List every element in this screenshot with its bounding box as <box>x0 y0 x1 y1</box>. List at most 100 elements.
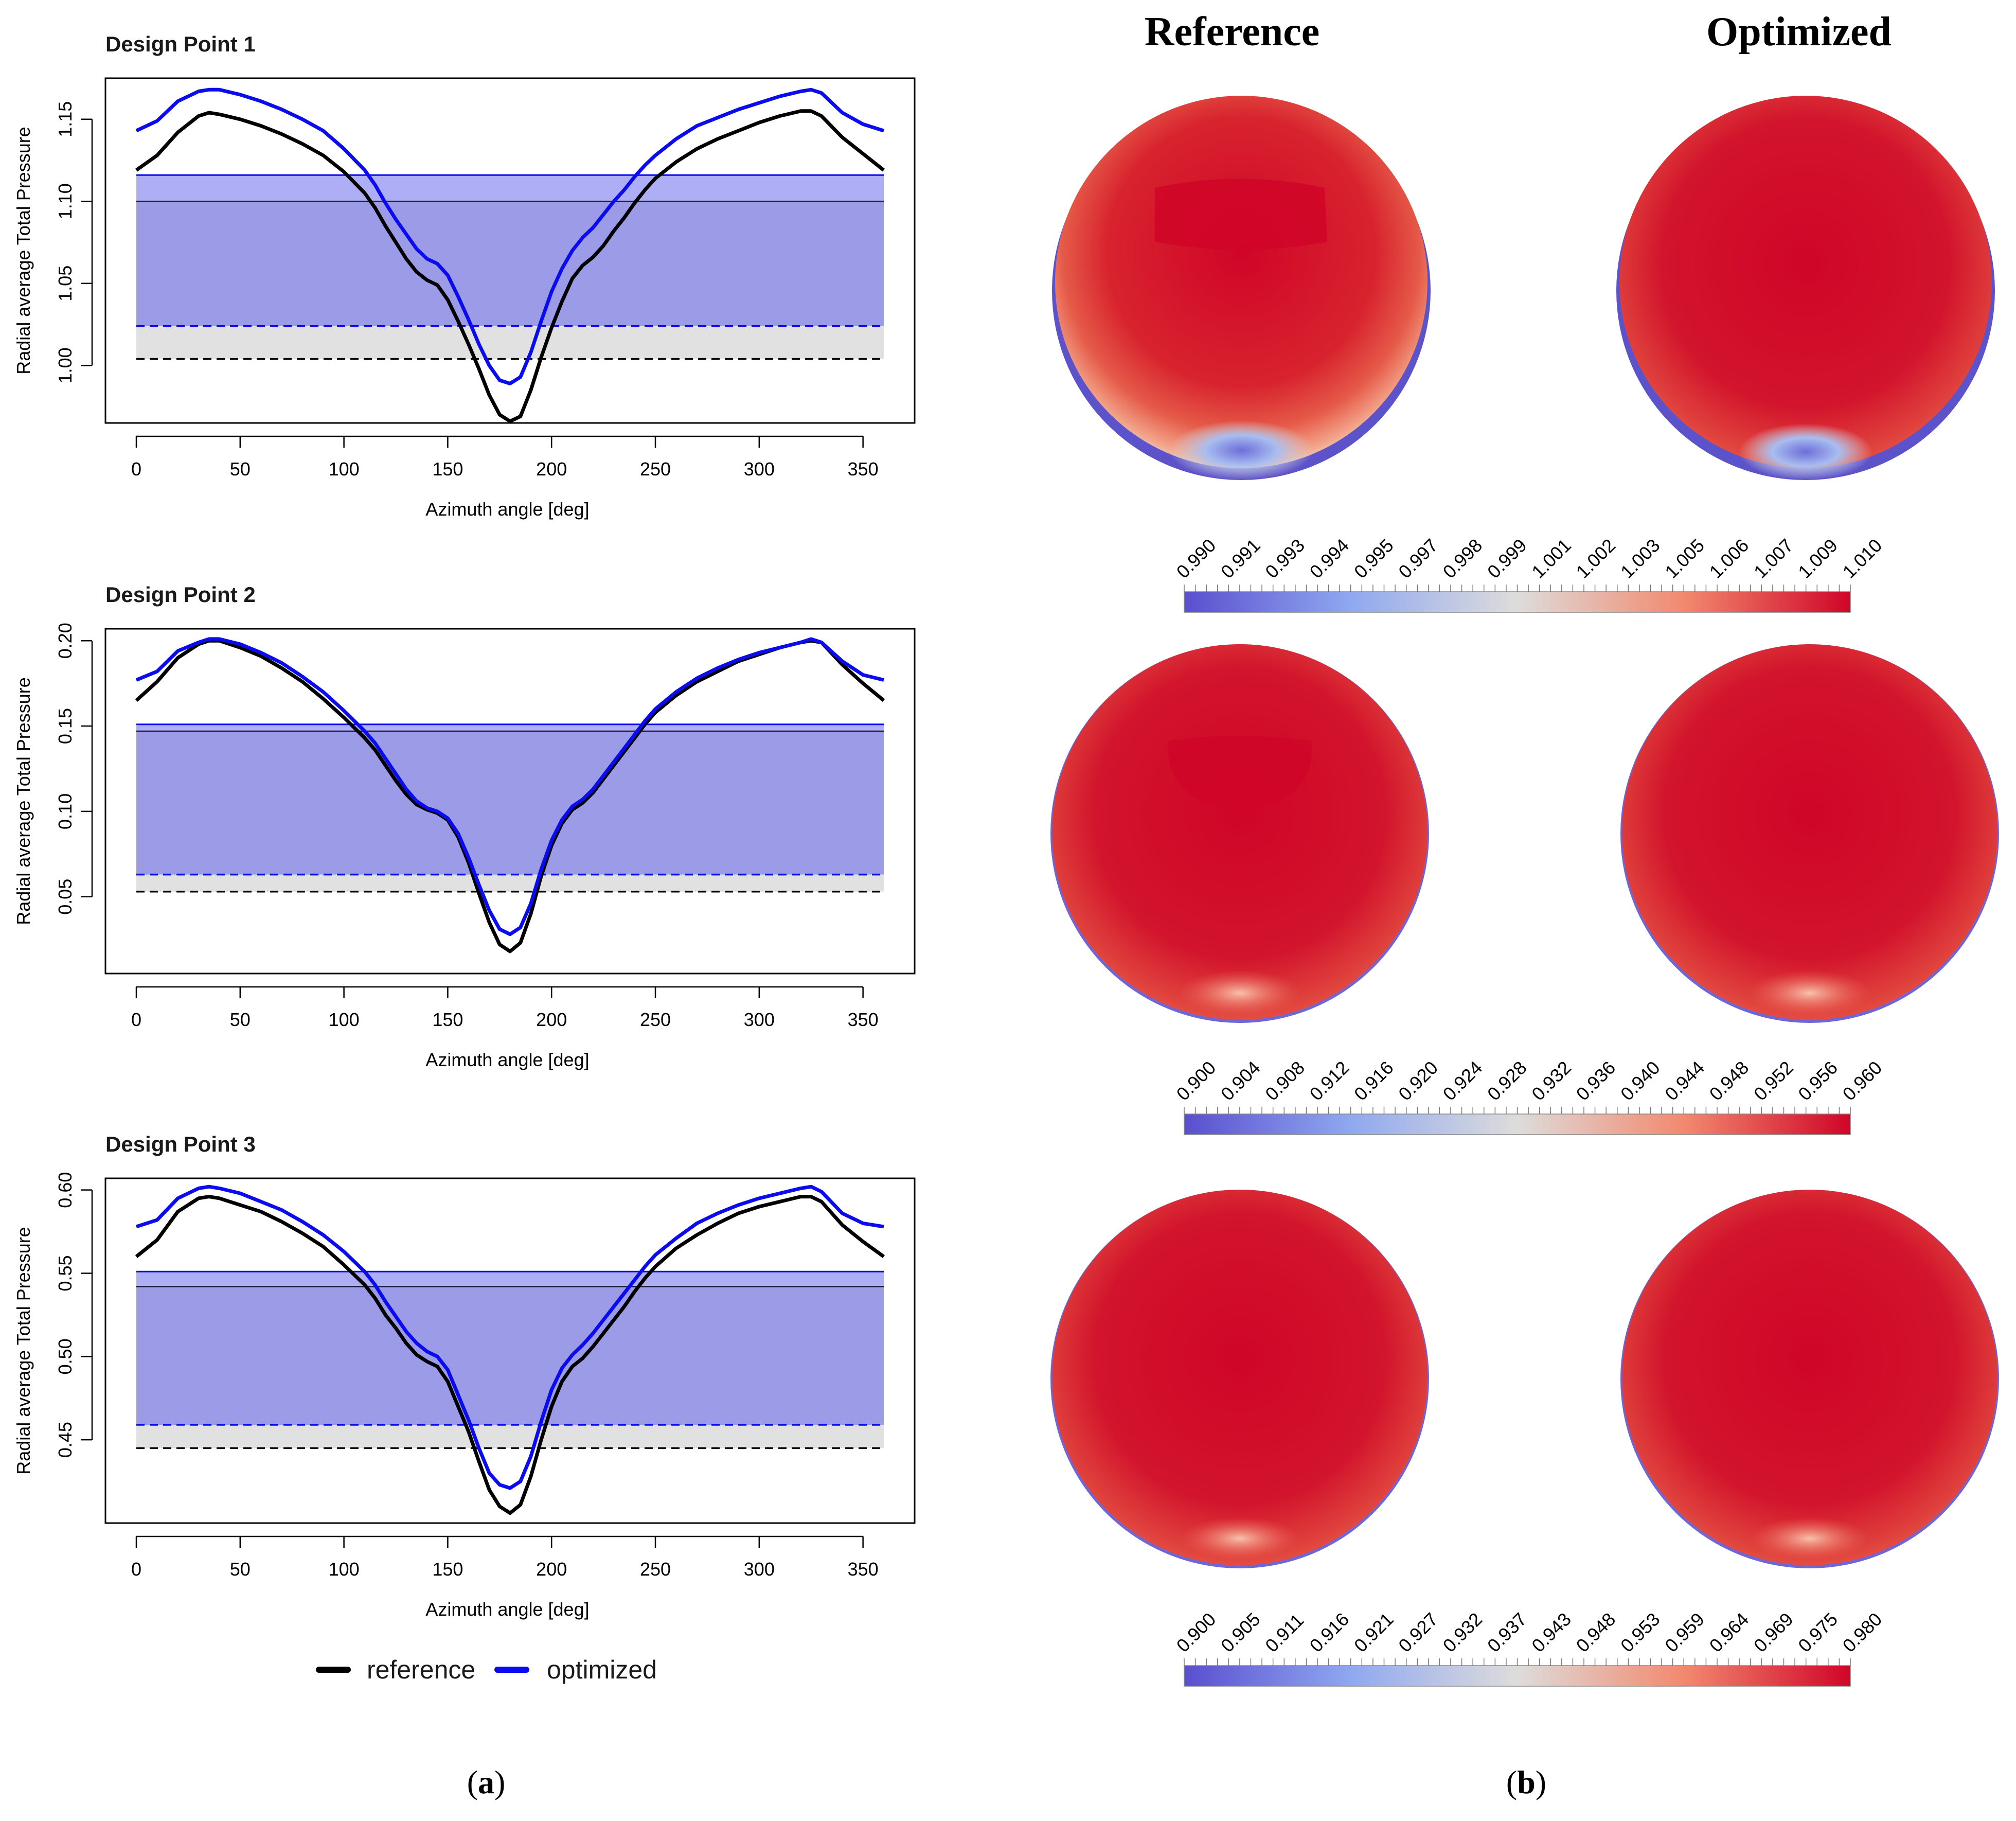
colorbar-tick-label: 0.927 <box>1394 1608 1442 1656</box>
colorbar-tick-label: 0.995 <box>1350 535 1398 582</box>
colorbar-tick-label: 1.009 <box>1794 535 1842 582</box>
colorbar-tick-label: 0.943 <box>1527 1608 1575 1656</box>
colorbar-tick-label: 0.904 <box>1217 1057 1264 1105</box>
gray-band <box>136 874 884 892</box>
y-tick-label: 1.15 <box>55 101 76 137</box>
series-line-reference <box>135 109 885 423</box>
colorbar-tick-label: 0.994 <box>1306 535 1353 582</box>
optimized-heading: Optimized <box>1706 9 1892 55</box>
colorbar-tick-label: 0.975 <box>1794 1608 1842 1656</box>
chart-title: Design Point 3 <box>105 1132 256 1156</box>
x-tick-label: 300 <box>744 458 775 480</box>
colorbar-tick-label: 1.005 <box>1661 535 1708 582</box>
y-tick-label: 0.45 <box>55 1422 76 1458</box>
x-tick-label: 150 <box>432 1559 463 1580</box>
colorbar-tick-label: 0.991 <box>1217 535 1264 582</box>
x-tick-label: 300 <box>744 1009 775 1030</box>
series-line-optimized <box>135 637 884 936</box>
chart-title: Design Point 2 <box>105 582 256 607</box>
x-tick-label: 250 <box>640 1559 671 1580</box>
y-tick-label: 0.10 <box>55 793 76 829</box>
colorbar-tick-label: 0.964 <box>1705 1608 1753 1656</box>
chart-design-point-2: 0 50 100 150 200 250 300 350 0.05 0.10 0.15 0.20 Des… <box>13 582 916 1070</box>
colorbar-tick-label: 0.916 <box>1306 1608 1353 1656</box>
colorbar-tick-label: 0.999 <box>1483 535 1531 582</box>
colorbar-gradient <box>1184 1113 1851 1135</box>
colorbar-3: 0.9000.9050.9110.9160.9210.9270.9320.937… <box>1172 1608 1886 1687</box>
colorbar-tick-label: 1.002 <box>1572 535 1620 582</box>
x-tick-label: 350 <box>848 1559 879 1580</box>
x-tick-label: 200 <box>536 458 567 480</box>
x-tick-label: 100 <box>329 1559 360 1580</box>
x-tick-label: 200 <box>536 1559 567 1580</box>
y-axis-label: Radial average Total Pressure <box>13 127 34 375</box>
colorbar-1: 0.9900.9910.9930.9940.9950.9970.9980.999… <box>1172 535 1886 613</box>
x-tick-label: 50 <box>230 458 251 480</box>
colorbar-tick-label: 0.936 <box>1572 1057 1620 1105</box>
colorbar-tick-label: 0.916 <box>1350 1057 1398 1105</box>
colorbar-tick-label: 0.953 <box>1616 1608 1664 1656</box>
contour-ref-dp2 <box>1050 644 1429 1023</box>
chart-design-point-1: 0 50 100 150 200 250 300 350 1.00 1.05 1.10 1.15 Des… <box>13 32 916 520</box>
x-tick-label: 0 <box>131 458 141 480</box>
x-tick-label: 350 <box>848 458 879 480</box>
colorbar-tick-label: 0.956 <box>1794 1057 1842 1105</box>
colorbar-tick-label: 0.969 <box>1750 1608 1797 1656</box>
x-axis-label: Azimuth angle [deg] <box>425 1599 589 1620</box>
blue-band <box>136 1286 884 1425</box>
colorbar-2: 0.9000.9040.9080.9120.9160.9200.9240.928… <box>1172 1057 1886 1135</box>
plot-frame <box>104 1177 916 1524</box>
colorbar-tick-label: 0.990 <box>1172 535 1220 582</box>
legend-reference-label: reference <box>367 1655 475 1684</box>
chart-title: Design Point 1 <box>105 32 256 56</box>
y-tick-label: 0.50 <box>55 1338 76 1374</box>
y-tick-label: 1.05 <box>55 266 76 302</box>
colorbar-tick-label: 0.952 <box>1750 1057 1797 1105</box>
x-tick-label: 100 <box>329 458 360 480</box>
reference-heading: Reference <box>1145 9 1320 55</box>
y-axis-label: Radial average Total Pressure <box>13 1227 34 1475</box>
y-tick-label: 0.15 <box>55 708 76 744</box>
x-tick-label: 250 <box>640 458 671 480</box>
x-tick-label: 150 <box>432 458 463 480</box>
colorbar-tick-label: 0.940 <box>1616 1057 1664 1105</box>
colorbar-tick-label: 0.948 <box>1705 1057 1753 1105</box>
x-tick-label: 350 <box>848 1009 879 1030</box>
x-tick-label: 50 <box>230 1009 251 1030</box>
colorbar-tick-label: 0.980 <box>1839 1608 1886 1656</box>
contour-opt-dp3 <box>1620 1190 1999 1568</box>
y-tick-label: 1.00 <box>55 347 76 383</box>
colorbar-tick-label: 0.932 <box>1439 1608 1487 1656</box>
colorbar-tick-label: 1.006 <box>1705 535 1753 582</box>
x-tick-label: 200 <box>536 1009 567 1030</box>
x-tick-label: 250 <box>640 1009 671 1030</box>
colorbar-gradient <box>1184 591 1851 613</box>
y-tick-label: 0.55 <box>55 1255 76 1291</box>
x-tick-label: 0 <box>131 1559 141 1580</box>
panel-label-a: (a) <box>467 1764 506 1800</box>
colorbar-tick-label: 0.997 <box>1394 535 1442 582</box>
colorbar-tick-label: 0.932 <box>1527 1057 1575 1105</box>
series-line-reference <box>135 1195 885 1515</box>
colorbar-tick-label: 1.003 <box>1616 535 1664 582</box>
colorbar-tick-label: 0.959 <box>1661 1608 1708 1656</box>
colorbar-tick-label: 0.993 <box>1261 535 1309 582</box>
x-tick-label: 150 <box>432 1009 463 1030</box>
chart-design-point-3: 0 50 100 150 200 250 300 350 0.45 0.50 0.55 0.60 Des… <box>13 1132 916 1620</box>
x-tick-label: 50 <box>230 1559 251 1580</box>
contour-opt-dp2 <box>1620 644 1999 1023</box>
colorbar-tick-label: 0.998 <box>1439 535 1487 582</box>
series-line-optimized <box>135 87 885 385</box>
colorbar-tick-label: 0.908 <box>1261 1057 1309 1105</box>
series-line-optimized <box>135 1184 884 1490</box>
plot-frame <box>104 77 916 424</box>
blue-band-top <box>136 175 884 202</box>
line-charts-panel-a: 0 50 100 150 200 250 300 350 1.00 1.05 1.10 1.15 Des… <box>13 32 916 1620</box>
panel-label-b: (b) <box>1506 1764 1546 1800</box>
colorbar-gradient <box>1184 1665 1851 1687</box>
colorbar-tick-label: 0.911 <box>1261 1610 1308 1656</box>
legend-optimized-label: optimized <box>547 1655 657 1684</box>
blue-band <box>136 201 884 326</box>
colorbar-tick-label: 0.937 <box>1483 1608 1531 1656</box>
